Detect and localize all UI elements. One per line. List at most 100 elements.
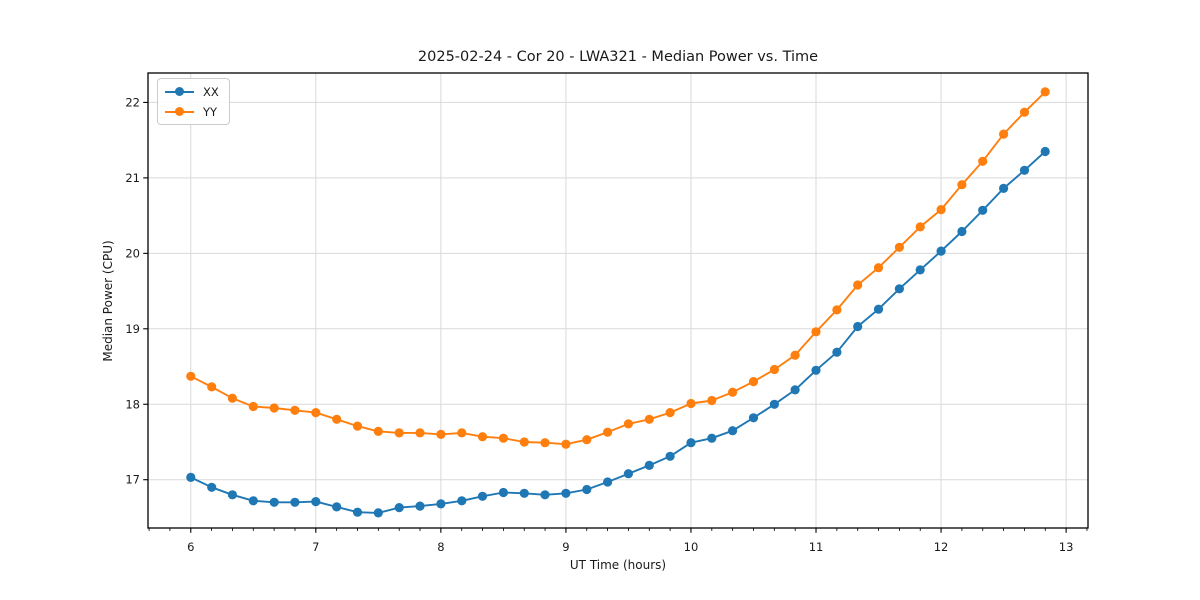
legend: XX YY [157,78,230,125]
series-xx-marker [498,487,508,498]
series-yy-marker [1040,87,1050,97]
series-xx-line [189,150,1047,514]
series-yy-marker [936,205,946,215]
series-yy-marker [603,427,613,437]
series-xx-marker [290,497,300,507]
series-xx-marker [665,451,675,461]
y-tick-label: 22 [125,95,140,109]
series-xx-marker [748,413,759,423]
legend-marker-xx [165,86,194,97]
series-xx-marker [936,246,946,256]
series-xx-marker [686,438,696,448]
series-xx-marker [186,472,196,482]
series-xx-marker [790,385,800,395]
x-tick-label: 10 [684,540,699,554]
x-tick-label: 8 [437,540,444,554]
series-xx-marker [853,321,863,332]
series-xx-marker [728,426,738,436]
series-xx-marker [811,365,821,375]
series-yy-marker [352,421,363,431]
series-xx-marker [561,488,571,498]
series-yy-marker [894,242,905,252]
series-yy-marker [186,371,196,381]
series-xx-marker [999,183,1009,193]
x-tick-label: 6 [187,540,194,554]
series-yy-marker [498,433,508,443]
series-xx-marker [248,496,258,506]
series-yy-marker [728,387,738,397]
legend-marker-yy [165,106,194,117]
series-yy-marker [832,305,842,315]
series-yy-marker [811,327,821,337]
series-yy-marker [540,438,550,448]
series-xx-marker [269,497,279,507]
series-yy-marker [707,395,717,406]
series-yy-marker [436,429,446,439]
series-xx-marker [457,496,467,506]
series-yy-marker [1019,107,1030,117]
x-tick-label: 11 [809,540,824,554]
series-xx-marker [623,469,634,479]
series-xx-marker [477,491,488,501]
series-yy-marker [686,398,696,409]
x-tick-label: 12 [934,540,949,554]
legend-label-yy: YY [203,104,218,119]
legend-item-yy: YY [165,104,219,119]
series-yy-marker [582,435,592,445]
y-tick-label: 20 [125,246,140,260]
series-xx-marker [311,497,321,507]
series-yy-marker [373,426,383,436]
series-yy-marker [561,439,571,449]
series-yy-marker [978,156,988,166]
series-xx-marker [1019,165,1030,175]
x-tick-label: 9 [562,540,569,554]
series-yy-marker [873,263,884,273]
series-xx-marker [769,399,780,409]
series-yy-marker [227,393,237,403]
series-yy-marker [790,350,800,360]
series-yy-marker [248,401,258,412]
series-xx-marker [582,484,592,495]
series-yy-marker [415,428,425,438]
series-xx-marker [352,507,363,517]
series-xx-marker [207,482,217,492]
series-yy-marker [769,364,780,375]
series-yy-marker [623,419,634,429]
legend-label-xx: XX [203,84,219,99]
y-tick-label: 21 [125,171,140,185]
series-xx-marker [894,284,905,294]
series-yy-marker [332,414,342,424]
y-tick-label: 17 [125,473,140,487]
series-xx-marker [332,502,342,512]
series-xx-marker [373,508,383,518]
series-xx-marker [415,501,425,511]
series-yy-marker [644,414,654,424]
series-yy-marker [269,403,279,413]
series-xx-marker [603,477,613,487]
plot-border [147,72,1089,529]
series-yy-marker [999,129,1009,139]
legend-item-xx: XX [165,84,219,99]
y-tick-label: 18 [125,397,140,411]
series-yy-marker [665,408,675,418]
series-yy-marker [915,222,925,232]
series-yy-marker [748,377,759,387]
series-xx-marker [707,433,717,443]
series-xx-marker [394,503,404,513]
series-yy-marker [853,280,863,290]
series-xx-marker [436,499,446,509]
x-axis-label: UT Time (hours) [569,558,667,572]
series-xx-marker [540,490,550,500]
series-yy-marker [957,180,967,190]
series-xx-marker [978,205,988,215]
series-yy-marker [311,408,321,418]
y-axis-label: Median Power (CPU) [101,240,115,362]
series-xx-marker [227,490,237,500]
series-xx-marker [644,460,654,470]
series-yy-marker [457,428,467,438]
x-tick-label: 7 [312,540,319,554]
series-yy-marker [477,432,488,442]
series-xx-marker [832,347,842,357]
x-tick-label: 13 [1059,540,1074,554]
